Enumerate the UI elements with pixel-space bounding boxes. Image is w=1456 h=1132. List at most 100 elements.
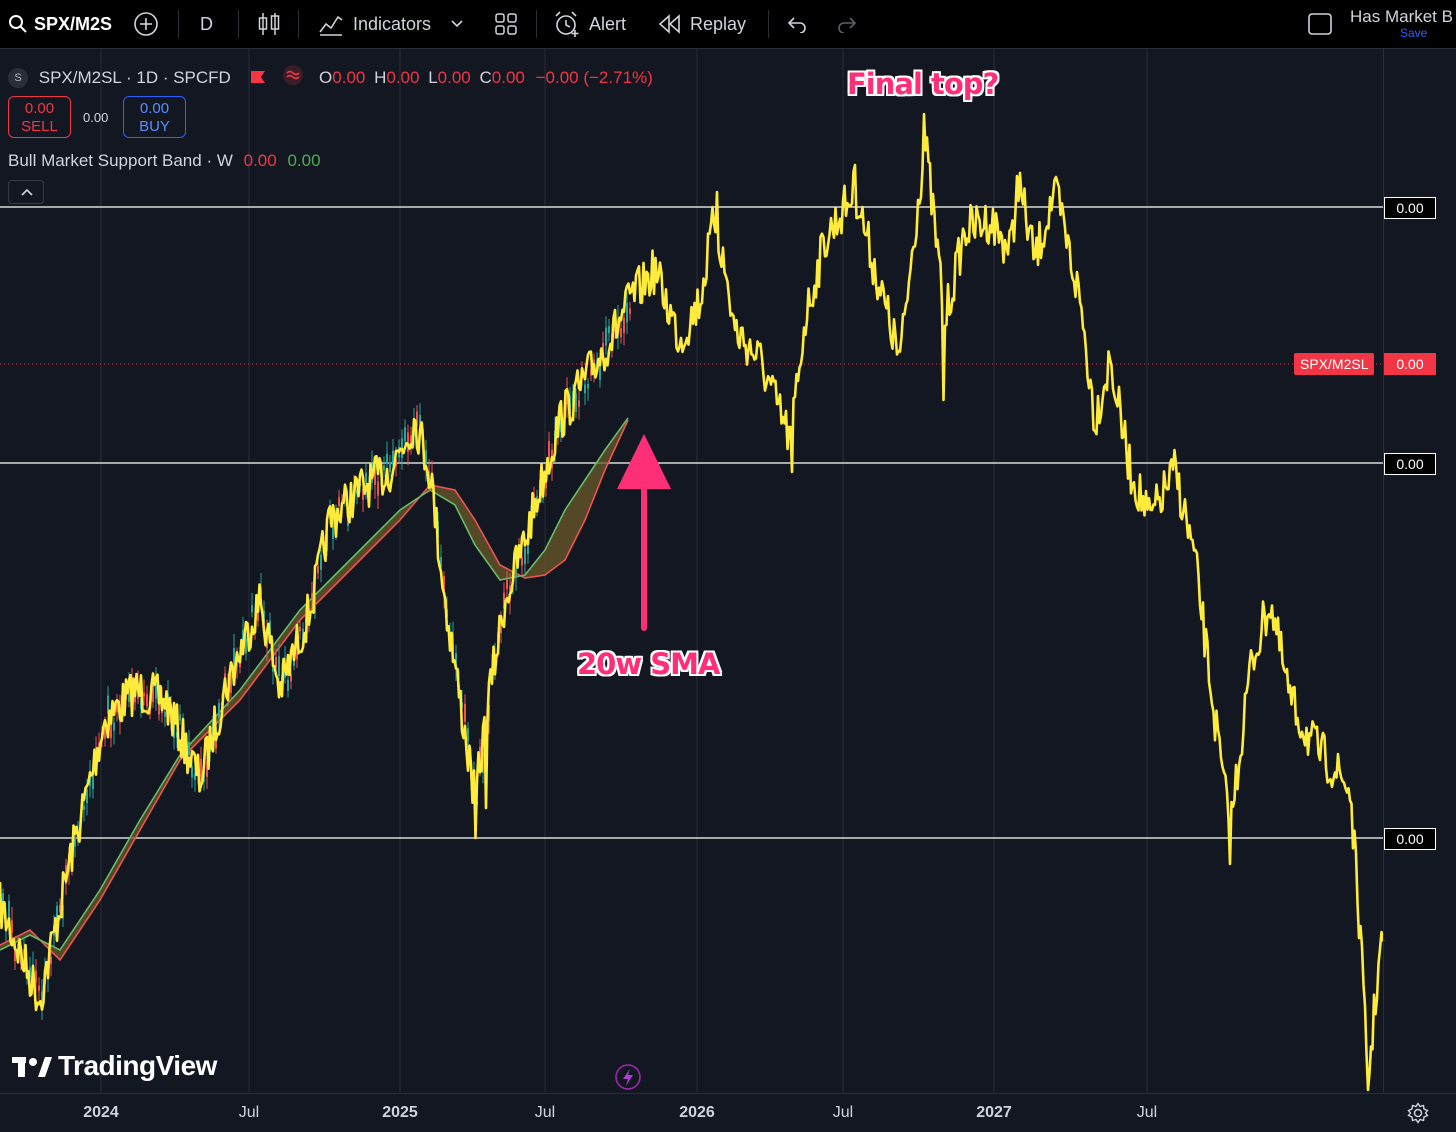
plus-circle-icon xyxy=(134,12,158,36)
interval-label: D xyxy=(200,13,213,34)
grid-icon xyxy=(495,13,517,35)
candle-body xyxy=(389,462,391,472)
candle-body xyxy=(416,411,418,427)
fullscreen-button[interactable] xyxy=(1307,0,1333,48)
tradingview-logo[interactable]: TradingView xyxy=(12,1050,217,1082)
chevron-down-icon[interactable] xyxy=(451,20,463,28)
interval-button[interactable]: D xyxy=(200,0,213,48)
price-axis[interactable] xyxy=(1383,49,1384,1131)
candle-body xyxy=(605,327,607,346)
candle-body xyxy=(455,653,457,668)
candle-body xyxy=(377,481,379,496)
candle-body xyxy=(35,970,37,983)
time-label: 2024 xyxy=(83,1104,119,1121)
candle-body xyxy=(299,626,301,632)
candle-body xyxy=(41,991,43,1009)
projection-path xyxy=(0,112,1385,1092)
chart-type-button[interactable] xyxy=(257,0,281,48)
square-icon xyxy=(1308,13,1332,35)
candle-body xyxy=(440,557,442,568)
candle-body xyxy=(257,612,259,621)
candle-body xyxy=(143,692,145,697)
alert-button[interactable]: Alert xyxy=(553,0,626,48)
candle-body xyxy=(392,450,394,465)
candle-body xyxy=(59,904,61,912)
sell-price: 0.00 xyxy=(24,100,55,117)
candle-body xyxy=(467,728,469,742)
templates-button[interactable] xyxy=(494,0,518,48)
time-label: Jul xyxy=(1136,1104,1158,1121)
candle-body xyxy=(116,700,118,713)
time-label: Jul xyxy=(534,1104,556,1121)
candle-body xyxy=(599,361,601,381)
indicator-value-1: 0.00 xyxy=(243,151,277,170)
candle-body xyxy=(155,680,157,699)
rewind-icon xyxy=(658,14,680,34)
candle-body xyxy=(251,605,253,613)
candle-body xyxy=(2,893,4,902)
save-label[interactable]: Save xyxy=(1400,26,1428,40)
lightning-icon[interactable] xyxy=(615,1064,641,1090)
chart-canvas[interactable] xyxy=(0,49,1456,1093)
candle-body xyxy=(464,703,466,722)
layout-name: Has Market B xyxy=(1350,7,1453,26)
candle-body xyxy=(620,328,622,337)
legend-title[interactable]: SPX/M2SL · 1D · SPCFD xyxy=(38,68,231,87)
candle-body xyxy=(623,317,625,334)
time-axis[interactable]: 2024 Jul 2025 Jul 2026 Jul 2027 Jul xyxy=(0,1093,1456,1132)
alert-label: Alert xyxy=(589,13,627,34)
chevron-up-icon xyxy=(21,188,33,196)
indicators-icon xyxy=(319,15,343,36)
tradingview-logo-icon xyxy=(12,1057,52,1077)
flag-icon[interactable] xyxy=(250,70,266,84)
candle-body xyxy=(374,465,376,485)
compare-button[interactable] xyxy=(133,0,159,48)
candle-body xyxy=(275,656,277,668)
candle-body xyxy=(296,652,298,660)
collapse-legend-button[interactable] xyxy=(8,180,44,204)
candle-body xyxy=(62,905,64,919)
price-candles xyxy=(2,292,631,1021)
candle-body xyxy=(230,673,232,693)
sell-button[interactable]: 0.00 SELL xyxy=(8,96,71,138)
layout-name-button[interactable]: Has Market B Save xyxy=(1350,7,1456,45)
settings-icon[interactable] xyxy=(1407,1102,1429,1124)
symbol-search[interactable]: SPX/M2S xyxy=(8,0,112,48)
vertical-gridlines xyxy=(100,49,1148,1093)
time-label: Jul xyxy=(238,1104,260,1121)
candle-body xyxy=(92,773,94,790)
candle-body xyxy=(317,565,319,574)
candle-body xyxy=(287,679,289,691)
candles-icon xyxy=(258,13,280,35)
redo-button[interactable] xyxy=(836,0,858,48)
projection-line xyxy=(0,112,1385,1092)
candle-body xyxy=(146,694,148,707)
candle-body xyxy=(407,432,409,453)
buy-button[interactable]: 0.00 BUY xyxy=(123,96,186,138)
symbol-logo-icon: S xyxy=(8,68,28,88)
candle-body xyxy=(14,942,16,962)
time-label: 2027 xyxy=(976,1104,1012,1121)
undo-button[interactable] xyxy=(786,0,808,48)
indicators-button[interactable]: Indicators xyxy=(318,0,463,48)
candle-body xyxy=(86,789,88,804)
open-value: 0.00 xyxy=(332,68,366,87)
time-label: 2026 xyxy=(679,1104,715,1121)
candle-body xyxy=(575,393,577,412)
divider xyxy=(178,10,179,38)
candle-body xyxy=(566,391,568,405)
logo-text: TradingView xyxy=(58,1050,217,1081)
candle-body xyxy=(83,805,85,810)
candle-body xyxy=(38,985,40,991)
candle-body xyxy=(233,647,235,664)
candle-body xyxy=(578,400,580,407)
candle-body xyxy=(200,758,202,777)
bull-market-support-band xyxy=(0,417,629,962)
candle-body xyxy=(587,383,589,389)
candle-body xyxy=(218,703,220,719)
replay-button[interactable]: Replay xyxy=(658,0,746,48)
candle-body xyxy=(608,326,610,334)
symbol-legend: S SPX/M2SL · 1D · SPCFD O0.00 H0.00 L0.0… xyxy=(8,64,653,88)
candle-body xyxy=(194,773,196,780)
indicator-legend[interactable]: Bull Market Support Band · W 0.00 0.00 xyxy=(8,151,321,171)
